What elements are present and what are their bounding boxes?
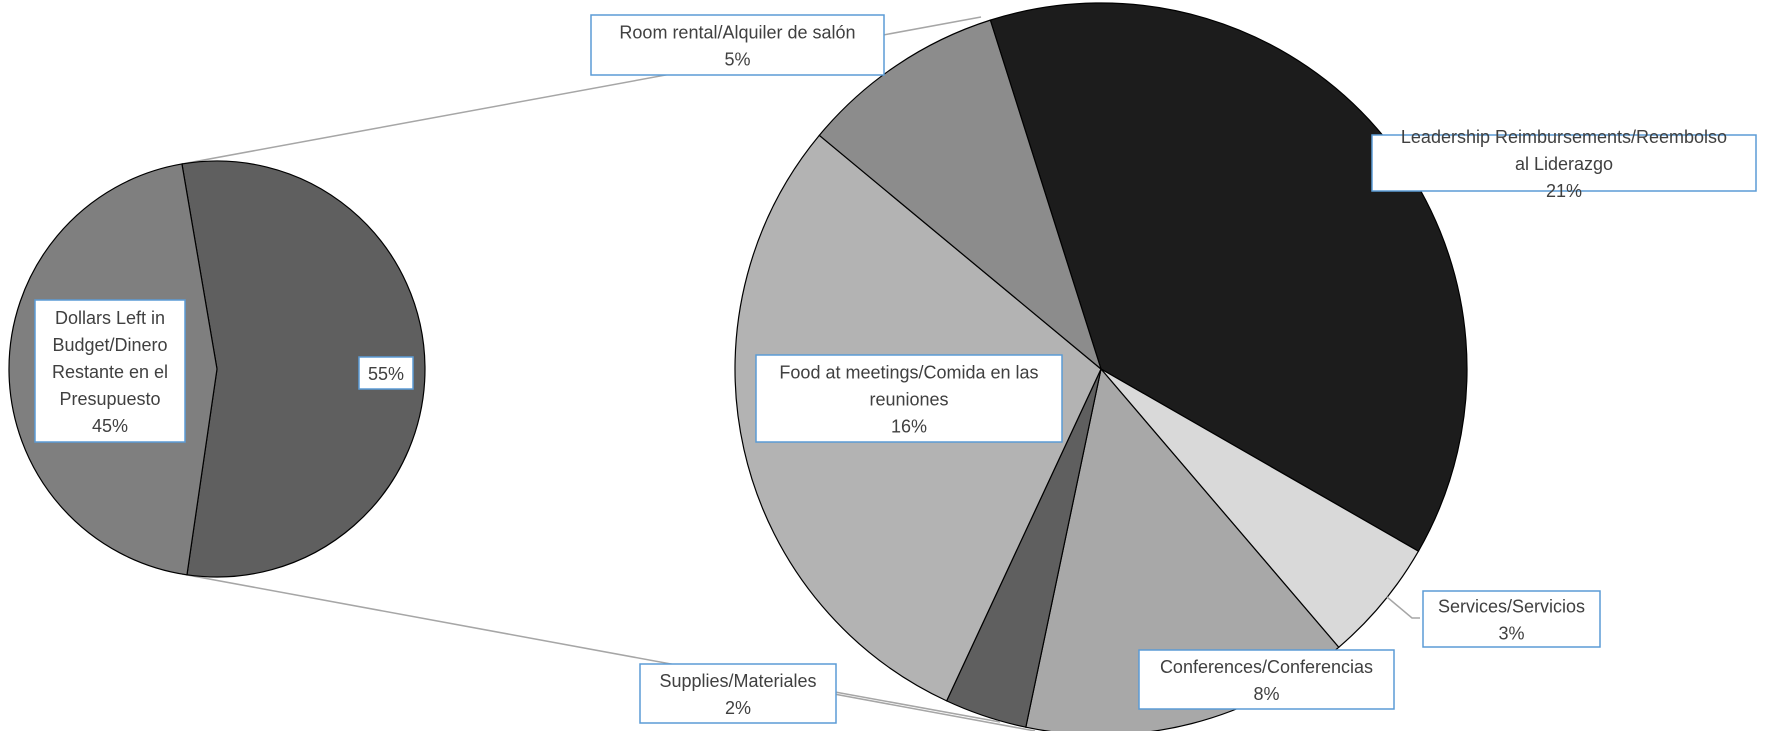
label-leadership-text: Leadership Reimbursements/Reembolso al Li… xyxy=(1401,127,1727,201)
label-leadership-value: 21% xyxy=(1546,181,1582,201)
label-room-rental-line-0: Room rental/Alquiler de salón xyxy=(619,22,855,42)
label-55-percent-box xyxy=(358,356,414,390)
label-55-percent-text: 55% xyxy=(368,364,404,384)
label-supplies-line-0: Supplies/Materiales xyxy=(659,671,816,691)
label-services-text: Services/Servicios 3% xyxy=(1438,596,1585,643)
label-leadership-line-0: Leadership Reimbursements/Reembolso xyxy=(1401,127,1727,147)
label-leadership: Leadership Reimbursements/Reembolso al Li… xyxy=(1371,127,1757,201)
main-pie xyxy=(734,2,1468,731)
label-conferences: Conferences/Conferencias 8% xyxy=(1138,649,1395,710)
label-conferences-line-0: Conferences/Conferencias xyxy=(1160,657,1373,677)
label-conferences-value: 8% xyxy=(1253,684,1279,704)
label-food-box xyxy=(755,354,1063,443)
label-leadership-box xyxy=(1371,134,1757,192)
label-dollars-left: Dollars Left in Budget/Dinero Restante en … xyxy=(34,299,186,443)
label-services-box xyxy=(1422,590,1601,648)
label-food-value: 16% xyxy=(891,416,927,436)
label-food-line-1: reuniones xyxy=(869,389,948,409)
label-conferences-text: Conferences/Conferencias 8% xyxy=(1160,657,1373,704)
label-room-rental-box xyxy=(590,14,885,76)
label-supplies-text: Supplies/Materiales 2% xyxy=(659,671,816,718)
secondary-pie-slice-unlabeled xyxy=(181,160,426,578)
label-dollars-left-line-2: Restante en el xyxy=(52,362,168,382)
label-services-value: 3% xyxy=(1498,623,1524,643)
label-conferences-box xyxy=(1138,649,1395,710)
label-dollars-left-line-1: Budget/Dinero xyxy=(52,335,167,355)
label-supplies-box xyxy=(639,663,837,724)
label-services-line-0: Services/Servicios xyxy=(1438,596,1585,616)
label-dollars-left-value: 45% xyxy=(92,416,128,436)
label-leadership-line-1: al Liderazgo xyxy=(1515,154,1613,174)
label-55-percent: 55% xyxy=(358,356,414,390)
label-food-text: Food at meetings/Comida en las reuniones 1… xyxy=(779,362,1038,436)
leader-line-services xyxy=(1386,596,1420,619)
connector-line-bottom xyxy=(181,573,1036,731)
label-food: Food at meetings/Comida en las reuniones 1… xyxy=(755,354,1063,443)
label-supplies: Supplies/Materiales 2% xyxy=(639,663,837,724)
label-food-line-0: Food at meetings/Comida en las xyxy=(779,362,1038,382)
label-room-rental: Room rental/Alquiler de salón 5% xyxy=(590,14,885,76)
label-dollars-left-box xyxy=(34,299,186,443)
label-55-percent-value: 55% xyxy=(368,364,404,384)
label-dollars-left-line-3: Presupuesto xyxy=(59,389,160,409)
label-room-rental-value: 5% xyxy=(724,49,750,69)
main-pie-slice-room-rental xyxy=(818,19,1103,371)
label-room-rental-text: Room rental/Alquiler de salón 5% xyxy=(619,22,855,69)
label-services: Services/Servicios 3% xyxy=(1422,590,1601,648)
label-dollars-left-text: Dollars Left in Budget/Dinero Restante en … xyxy=(52,308,168,436)
leader-line-supplies xyxy=(834,691,1001,723)
data-labels: Leadership Reimbursements/Reembolso al Li… xyxy=(34,14,1757,724)
label-supplies-value: 2% xyxy=(725,698,751,718)
label-dollars-left-line-0: Dollars Left in xyxy=(55,308,165,328)
